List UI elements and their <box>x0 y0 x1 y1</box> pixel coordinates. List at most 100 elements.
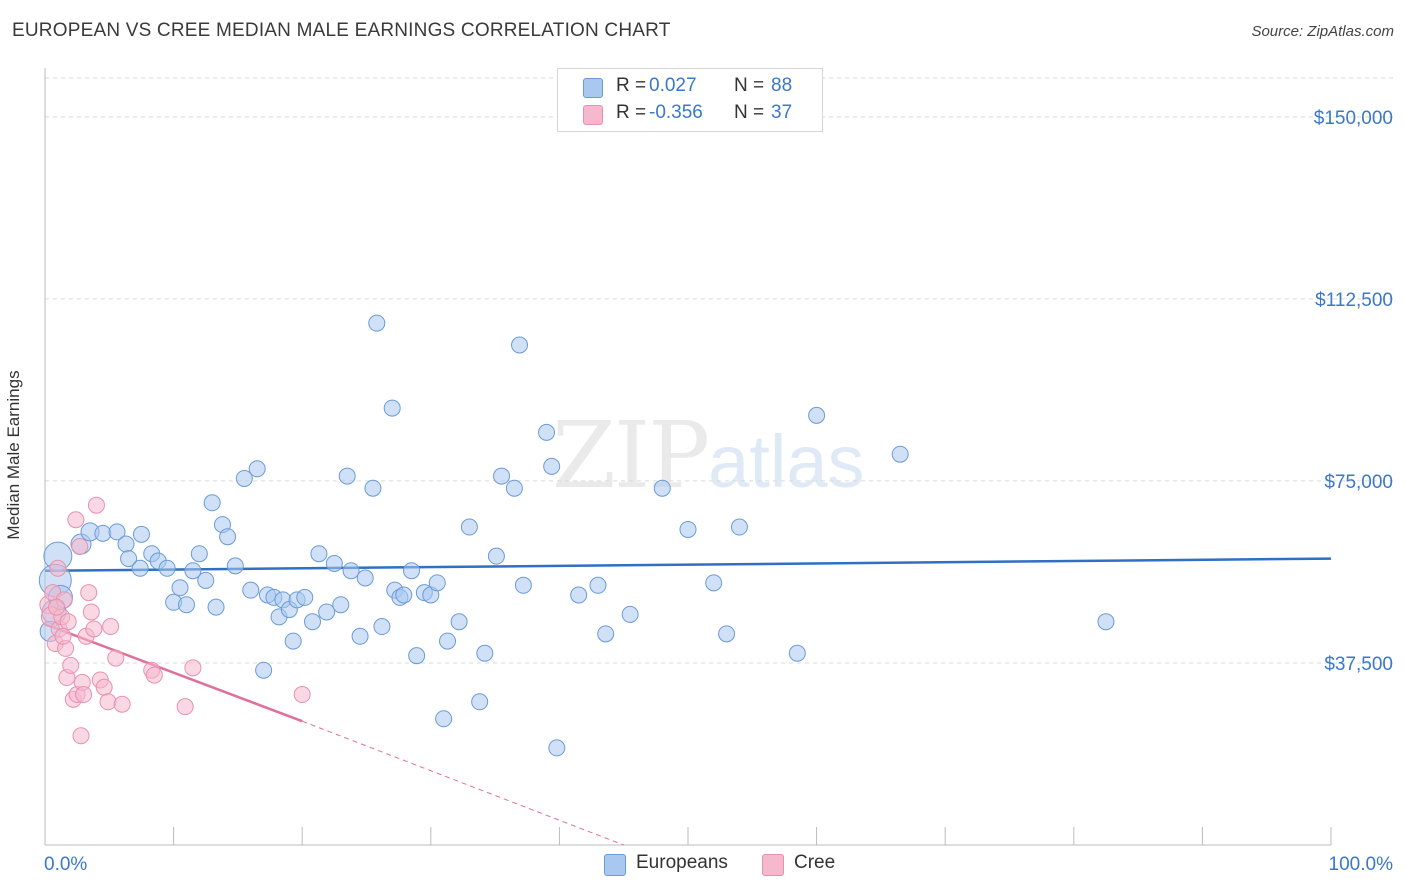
european-point <box>255 661 273 679</box>
european-point <box>730 518 748 536</box>
european-point <box>356 569 374 587</box>
european-point <box>318 603 336 621</box>
tick-labels: $37,500 $75,000 $112,500 $150,000 0.0% 100.0% <box>44 108 1393 875</box>
european-point <box>808 406 826 424</box>
european-point <box>284 632 302 650</box>
european-point <box>514 576 532 594</box>
series-swatch-cree <box>762 854 784 876</box>
european-point <box>548 739 566 757</box>
legend-r-label: R = <box>616 102 647 123</box>
european-point <box>197 571 215 589</box>
legend-swatch-europeans <box>583 78 603 98</box>
european-point <box>383 399 401 417</box>
series-label-cree: Cree <box>794 852 836 873</box>
cree-point <box>145 666 163 684</box>
x-tick-label: 100.0% <box>1329 854 1394 875</box>
european-point <box>332 596 350 614</box>
cree-trend-extension <box>302 720 624 846</box>
cree-point <box>59 613 77 631</box>
european-point <box>589 576 607 594</box>
european-point <box>203 494 221 512</box>
european-point <box>538 423 556 441</box>
chart-title: EUROPEAN VS CREE MEDIAN MALE EARNINGS CO… <box>12 20 671 41</box>
series-label-europeans: Europeans <box>636 852 728 873</box>
european-point <box>493 467 511 485</box>
european-point <box>450 613 468 631</box>
legend-r-value: -0.356 <box>649 102 703 123</box>
european-point <box>242 581 260 599</box>
european-trend-line <box>44 557 1332 572</box>
cree-point <box>67 511 85 529</box>
european-point <box>94 524 112 542</box>
x-tick-label: 0.0% <box>44 854 87 875</box>
european-point <box>788 644 806 662</box>
european-point <box>471 693 489 711</box>
cree-point <box>293 686 311 704</box>
source-label[interactable]: Source: ZipAtlas.com <box>1251 23 1394 40</box>
legend-row-cree: R = -0.356 N = 37 <box>558 102 822 126</box>
correlation-legend: R = 0.027 N = 88 R = -0.356 N = 37 <box>557 68 823 132</box>
european-point <box>403 562 421 580</box>
european-point <box>373 618 391 636</box>
european-point <box>679 520 697 538</box>
european-point <box>325 554 343 572</box>
european-point <box>131 559 149 577</box>
european-point <box>338 467 356 485</box>
european-point <box>435 710 453 728</box>
cree-point <box>102 618 120 636</box>
european-point <box>310 545 328 563</box>
european-point <box>342 562 360 580</box>
european-point <box>226 557 244 575</box>
cree-point <box>80 584 98 602</box>
european-point <box>219 528 237 546</box>
european-point <box>476 644 494 662</box>
y-tick-label: $75,000 <box>1324 472 1393 493</box>
european-point <box>597 625 615 643</box>
watermark-zip: ZIP <box>552 402 710 509</box>
european-point <box>364 479 382 497</box>
european-point <box>303 613 321 631</box>
cree-point <box>184 659 202 677</box>
european-point <box>487 547 505 565</box>
european-point <box>718 625 736 643</box>
european-point <box>439 632 457 650</box>
cree-point <box>75 686 93 704</box>
y-tick-label: $150,000 <box>1314 108 1393 129</box>
european-point <box>1097 613 1115 631</box>
legend-n-value: 88 <box>771 75 793 96</box>
cree-point <box>72 727 90 745</box>
european-point <box>235 469 253 487</box>
european-point <box>158 559 176 577</box>
data-points <box>38 314 1115 757</box>
cree-point <box>87 496 105 514</box>
european-point <box>117 535 135 553</box>
cree-point <box>71 537 89 555</box>
trend-lines <box>44 557 1332 846</box>
european-point <box>428 574 446 592</box>
legend-n-value: 37 <box>771 102 793 123</box>
european-point <box>368 314 386 332</box>
european-point <box>296 588 314 606</box>
european-point <box>171 579 189 597</box>
watermark-atlas: atlas <box>708 420 865 503</box>
cree-point <box>82 603 100 621</box>
legend-swatch-cree <box>583 105 603 125</box>
cree-point <box>113 695 131 713</box>
cree-point <box>95 678 113 696</box>
cree-point <box>85 620 103 638</box>
y-tick-label: $112,500 <box>1315 290 1393 311</box>
european-point <box>248 460 266 478</box>
cree-point <box>99 693 117 711</box>
legend-n-label: N = <box>734 102 765 123</box>
european-point <box>120 550 138 568</box>
watermark: ZIPatlas <box>552 402 864 509</box>
european-point <box>460 518 478 536</box>
legend-r-label: R = <box>616 75 647 96</box>
european-point <box>351 627 369 645</box>
european-point <box>395 586 413 604</box>
european-point <box>505 479 523 497</box>
european-point <box>108 523 126 541</box>
axes <box>44 68 1332 846</box>
european-point <box>132 525 150 543</box>
european-point <box>653 479 671 497</box>
